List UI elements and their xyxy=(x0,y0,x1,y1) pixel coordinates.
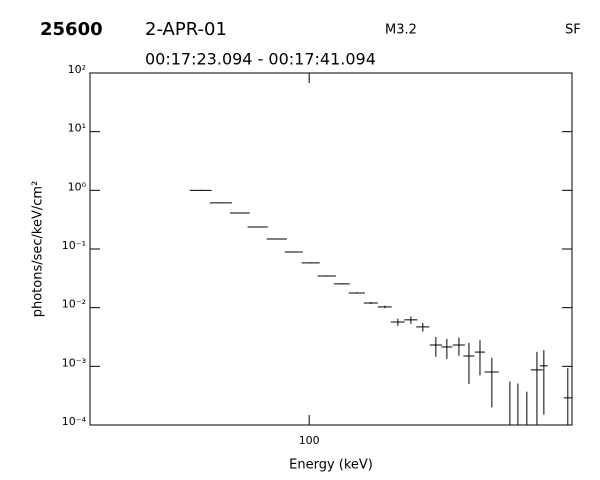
x-axis-label: Energy (keV) xyxy=(289,458,373,473)
y-axis-label: photons/sec/keV/cm² xyxy=(31,181,46,318)
y-tick-label: 10⁻² xyxy=(62,298,86,311)
y-tick-label: 10⁻³ xyxy=(62,356,86,369)
y-tick-label: 10⁻⁴ xyxy=(62,415,87,428)
y-tick-label: 10⁰ xyxy=(68,180,87,193)
plot-area xyxy=(189,189,572,425)
event-id: 25600 xyxy=(40,19,103,40)
time-range: 00:17:23.094 - 00:17:41.094 xyxy=(145,50,376,69)
date: 2-APR-01 xyxy=(145,19,227,40)
y-tick-label: 10² xyxy=(68,63,86,76)
y-tick-label: 10¹ xyxy=(68,122,86,135)
goes-class: M3.2 xyxy=(385,23,417,38)
flag: SF xyxy=(565,23,581,38)
x-tick-label: 100 xyxy=(299,434,320,447)
y-tick-label: 10⁻¹ xyxy=(62,239,86,252)
